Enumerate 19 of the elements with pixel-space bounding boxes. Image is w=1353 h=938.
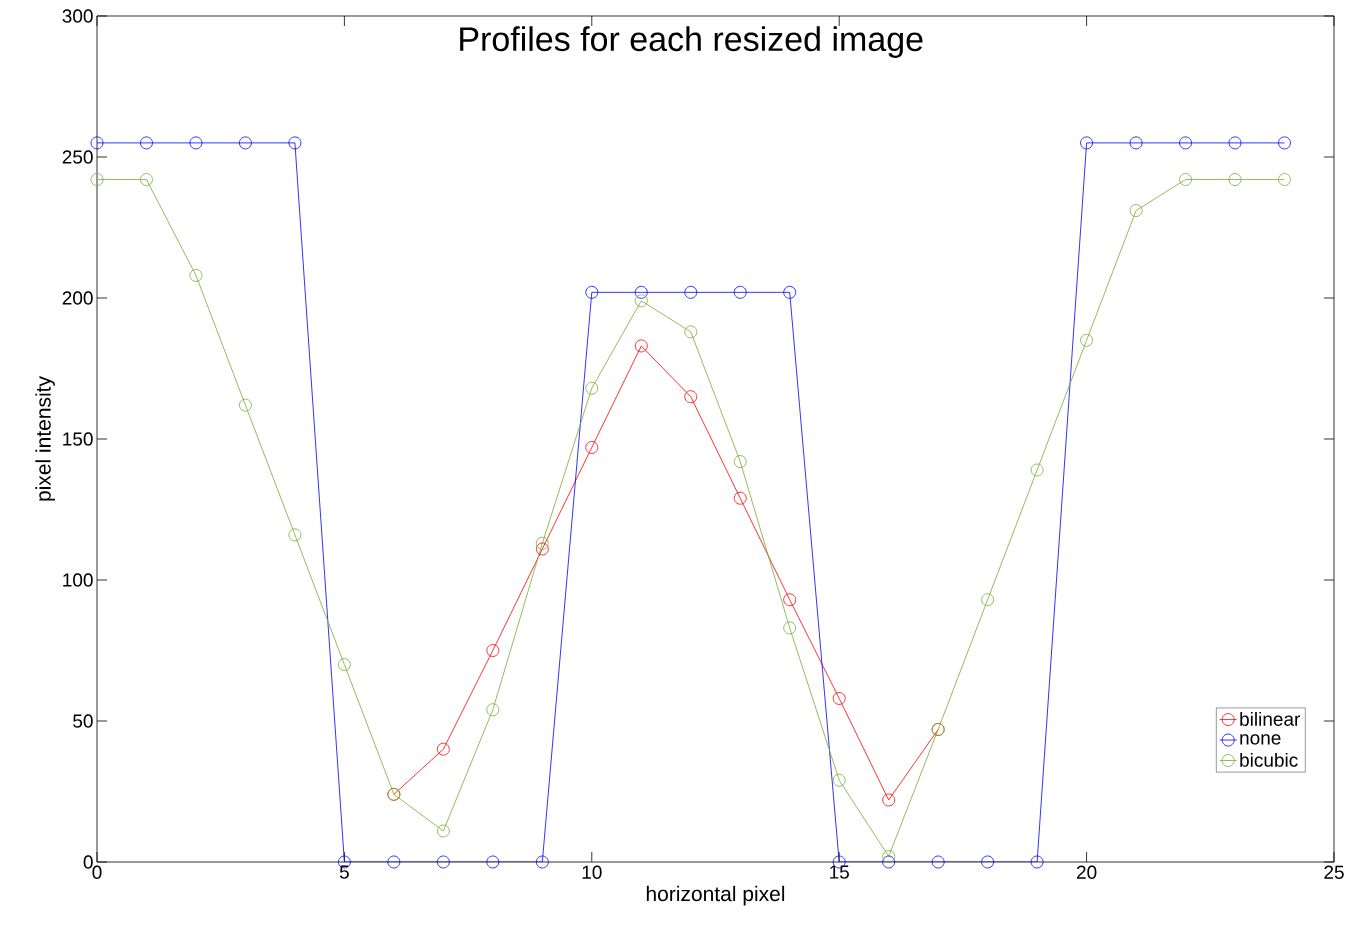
y-tick-label: 250 bbox=[62, 150, 93, 164]
legend-label: none bbox=[1240, 734, 1281, 745]
y-tick-label: 150 bbox=[63, 432, 93, 446]
legend-label: bilinear bbox=[1240, 711, 1301, 726]
x-tick-label: 20 bbox=[1076, 865, 1097, 879]
x-tick-label: 10 bbox=[582, 865, 602, 879]
x-tick-label: 0 bbox=[92, 865, 102, 879]
x-tick-label: 25 bbox=[1324, 865, 1344, 879]
y-axis-title: pixel intensity bbox=[35, 376, 55, 501]
y-tick-label: 0 bbox=[83, 855, 93, 869]
y-tick-label: 100 bbox=[63, 573, 93, 587]
x-axis-title: horizontal pixel bbox=[646, 885, 785, 906]
x-tick-label: 15 bbox=[830, 865, 849, 879]
y-tick-label: 300 bbox=[62, 9, 93, 23]
x-tick-label: 5 bbox=[339, 865, 349, 879]
y-tick-label: 50 bbox=[73, 714, 93, 728]
y-tick-label: 200 bbox=[62, 291, 93, 305]
chart-title: Profiles for each resized image bbox=[460, 26, 923, 58]
legend-label: bicubic bbox=[1240, 752, 1298, 767]
